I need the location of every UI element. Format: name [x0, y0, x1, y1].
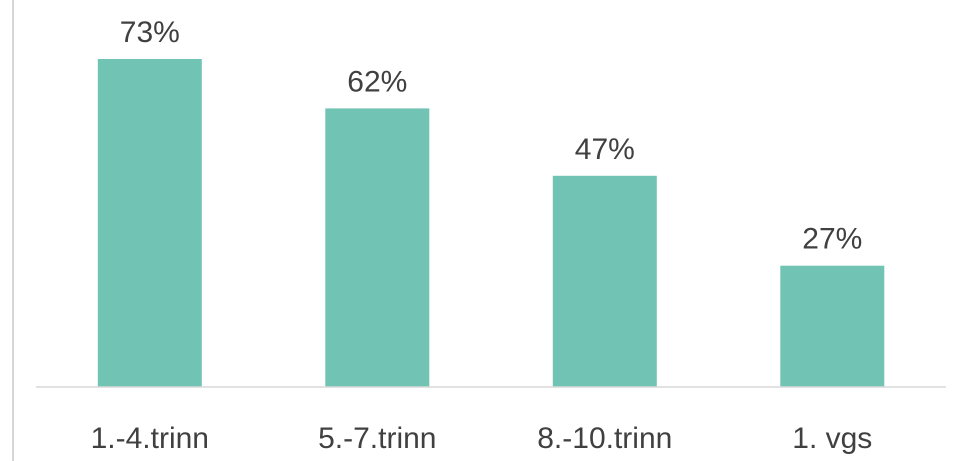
bar-1	[98, 59, 202, 387]
bar-4	[780, 266, 884, 387]
x-tick-labels-group: 1.-4.trinn 5.-7.trinn 8.-10.trinn 1. vgs	[91, 422, 873, 455]
x-tick-label-2: 5.-7.trinn	[318, 422, 436, 455]
data-labels-group: 73% 62% 47% 27%	[120, 16, 863, 256]
bars-group	[98, 59, 885, 387]
x-tick-label-3: 8.-10.trinn	[537, 422, 672, 455]
data-label-4: 27%	[802, 223, 862, 256]
data-label-2: 62%	[347, 65, 407, 98]
bar-3	[553, 176, 657, 387]
bar-2	[325, 108, 429, 387]
data-label-1: 73%	[120, 16, 180, 49]
x-tick-label-1: 1.-4.trinn	[91, 422, 209, 455]
data-label-3: 47%	[575, 133, 635, 166]
x-tick-label-4: 1. vgs	[792, 422, 872, 455]
